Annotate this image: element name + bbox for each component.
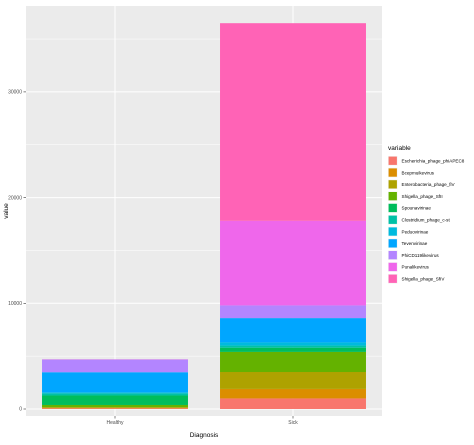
bar-segment (220, 23, 366, 221)
bar-segment (220, 342, 366, 346)
bar-segment (220, 345, 366, 348)
legend-key (388, 239, 397, 248)
bar-segment (42, 372, 188, 393)
bar-segment (220, 398, 366, 409)
x-axis-title: Diagnosis (190, 432, 219, 439)
bar-segment (220, 388, 366, 399)
legend-key (388, 192, 397, 201)
y-tick-label: 30000 (8, 90, 22, 96)
legend-label: Clostridium_phage_c-st (402, 217, 451, 222)
bar-segment (42, 395, 188, 405)
bar-segment (220, 305, 366, 319)
legend-label: Enterobacteria_phage_fiV (402, 182, 456, 187)
y-tick-label: 0 (19, 407, 22, 413)
legend-key (388, 180, 397, 189)
legend-label: Tevenvirinae (402, 241, 428, 246)
bar-segment (220, 318, 366, 343)
bar-segment (220, 220, 366, 306)
legend-label: Shigella_phage_SfIV (402, 276, 446, 281)
legend-key (388, 215, 397, 224)
bar-segment (42, 404, 188, 408)
legend-label: Bcepmuikevirus (402, 170, 435, 175)
bar-segment (42, 407, 188, 408)
y-axis-title: value (3, 203, 10, 219)
y-tick-label: 10000 (8, 301, 22, 307)
bars (42, 23, 366, 409)
legend-label: Peduovirinae (402, 229, 429, 234)
y-axis: 0 10000 20000 30000 (8, 90, 26, 413)
bar-segment (42, 408, 188, 409)
bar-segment (220, 372, 366, 389)
x-axis: Healthy Sick (107, 416, 298, 426)
bar-segment (220, 347, 366, 352)
bar-segment (42, 392, 188, 394)
legend-label: PhiCD119likevirus (402, 253, 440, 258)
legend-key (388, 274, 397, 283)
legend-key (388, 203, 397, 213)
legend-key (388, 251, 397, 260)
legend-label: Spounavirinae (402, 206, 432, 211)
legend-key (388, 227, 397, 236)
x-tick-label: Healthy (107, 420, 124, 426)
bar-segment (42, 359, 188, 373)
legend-label: Shigella_phage_SfII (402, 194, 443, 199)
legend: variable Escherichia_phage_phiAPEC8 Bcepm… (388, 145, 465, 284)
bar-segment (42, 393, 188, 396)
legend-label: Escherichia_phage_phiAPEC8 (402, 158, 465, 163)
x-tick-label: Sick (288, 420, 298, 426)
legend-key (388, 156, 397, 165)
bar-segment (220, 351, 366, 373)
legend-label: Punalikevirus (402, 265, 430, 270)
y-tick-label: 20000 (8, 195, 22, 201)
legend-key (388, 262, 397, 272)
legend-title: variable (388, 145, 411, 152)
legend-key (388, 168, 397, 177)
